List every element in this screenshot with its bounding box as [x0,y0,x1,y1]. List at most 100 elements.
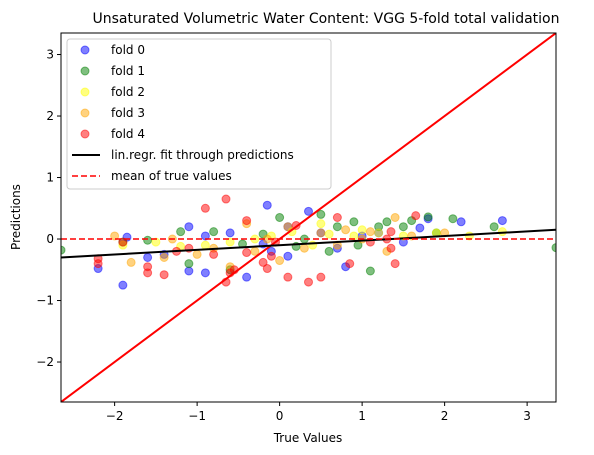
legend-label: fold 2 [111,85,145,99]
regression-fit-line [61,228,556,259]
scatter-point-fold-0 [118,280,128,290]
plot-area [61,33,556,402]
legend-marker [80,108,90,118]
scatter-point-fold-4 [209,249,219,259]
y-tick-label: 0 [46,232,54,246]
legend-label: fold 4 [111,127,145,141]
scatter-point-fold-4 [316,272,326,282]
x-tick-label: 2 [441,409,449,423]
identity-line [61,33,556,402]
scatter-point-fold-1 [349,217,359,227]
scatter-point-fold-4 [143,262,153,272]
scatter-point-fold-0 [184,266,194,276]
scatter-point-fold-2 [324,229,334,239]
x-tick-label: 3 [523,409,531,423]
scatter-point-fold-4 [283,272,293,282]
legend-label: mean of true values [111,169,232,183]
scatter-point-fold-4 [390,259,400,269]
x-tick-label: −2 [106,409,124,423]
scatter-point-fold-3 [316,228,326,238]
scatter-point-fold-0 [200,268,210,278]
legend-marker [80,45,90,55]
legend-frame [66,38,332,190]
scatter-point-fold-3 [126,257,136,267]
axes: −2 −1 0 1 2 3 −2 −1 0 1 2 3 [36,32,557,423]
scatter-point-fold-0 [497,216,507,226]
x-tick-label: 0 [276,409,284,423]
scatter-point-fold-4 [386,227,396,237]
scatter-point-fold-1 [332,222,342,232]
axes-frame [60,32,557,403]
scatter-point-fold-3 [390,213,400,222]
scatter-point-fold-4 [386,243,396,253]
y-tick-label: 2 [46,109,54,123]
scatter-point-fold-4 [118,237,128,247]
chart-title: Unsaturated Volumetric Water Content: VG… [93,11,560,27]
scatter-point-fold-0 [200,231,210,241]
scatter-point-fold-0 [225,228,235,238]
scatter-point-fold-4 [200,203,210,213]
scatter-point-fold-0 [415,223,425,233]
scatter-point-fold-1 [382,217,392,227]
scatter-point-fold-4 [304,277,313,287]
scatter-point-fold-0 [143,252,153,262]
scatter-point-fold-3 [159,252,169,262]
y-axis-label: Predictions [9,184,23,250]
legend: fold 0 fold 1 fold 2 fold 3 fold 4 lin.regr. … [66,38,332,190]
scatter-point-fold-0 [242,272,252,282]
scatter-point-fold-1 [489,222,499,232]
y-tick-label: 3 [46,48,54,62]
legend-label: fold 0 [111,43,145,57]
scatter-point-fold-2 [151,237,161,247]
scatter-point-fold-2 [374,228,384,238]
scatter-point-fold-0 [304,206,313,216]
x-tick-label: −1 [188,409,206,423]
scatter-point-fold-4 [159,270,169,280]
x-tick-label: 1 [358,409,366,423]
scatter-point-fold-3 [341,225,351,235]
scatter-point-fold-1 [143,235,153,245]
scatter-point-fold-3 [365,227,375,237]
scatter-point-fold-1 [324,246,334,256]
scatter-point-fold-4 [242,248,252,258]
scatter-point-fold-1 [275,213,285,222]
scatter-point-fold-3 [299,243,309,253]
scatter-point-fold-4 [258,257,268,267]
scatter-point-fold-1 [398,222,408,232]
scatter-point-fold-2 [200,240,210,250]
scatter-point-fold-4 [266,251,276,261]
scatter-point-fold-4 [411,211,421,221]
scatter-point-fold-2 [316,219,326,229]
scatter-point-fold-2 [357,225,367,235]
scatter-point-fold-1 [365,266,375,276]
scatter-point-fold-2 [225,237,235,247]
legend-marker [80,66,90,76]
scatter-point-fold-1 [448,214,458,224]
scatter-point-fold-1 [61,245,66,255]
scatter-point-fold-0 [456,217,466,227]
scatter-point-fold-3 [283,222,293,232]
scatter-point-fold-1 [209,227,219,237]
scatter-point-fold-4 [345,259,355,269]
scatter-point-fold-1 [423,212,433,222]
y-tick-label: −1 [36,294,54,308]
legend-label: fold 3 [111,106,145,120]
scatter-point-fold-3 [192,249,202,259]
y-tick-label: −2 [36,355,54,369]
y-tick-label: 1 [46,171,54,185]
scatter-point-fold-1 [184,259,194,269]
scatter-point-fold-0 [283,251,293,261]
scatter-point-fold-1 [551,243,556,253]
scatter-point-fold-3 [110,231,120,241]
scatter-point-fold-4 [262,264,272,274]
scatter-point-fold-4 [332,213,342,222]
scatter-point-fold-2 [349,231,359,241]
scatter-point-fold-0 [262,200,272,210]
legend-marker [80,129,90,139]
scatter-point-fold-3 [250,246,260,256]
scatter-point-fold-1 [176,227,186,237]
scatter-point-fold-1 [316,209,326,219]
legend-label: fold 1 [111,64,145,78]
scatter-point-fold-0 [184,222,194,232]
